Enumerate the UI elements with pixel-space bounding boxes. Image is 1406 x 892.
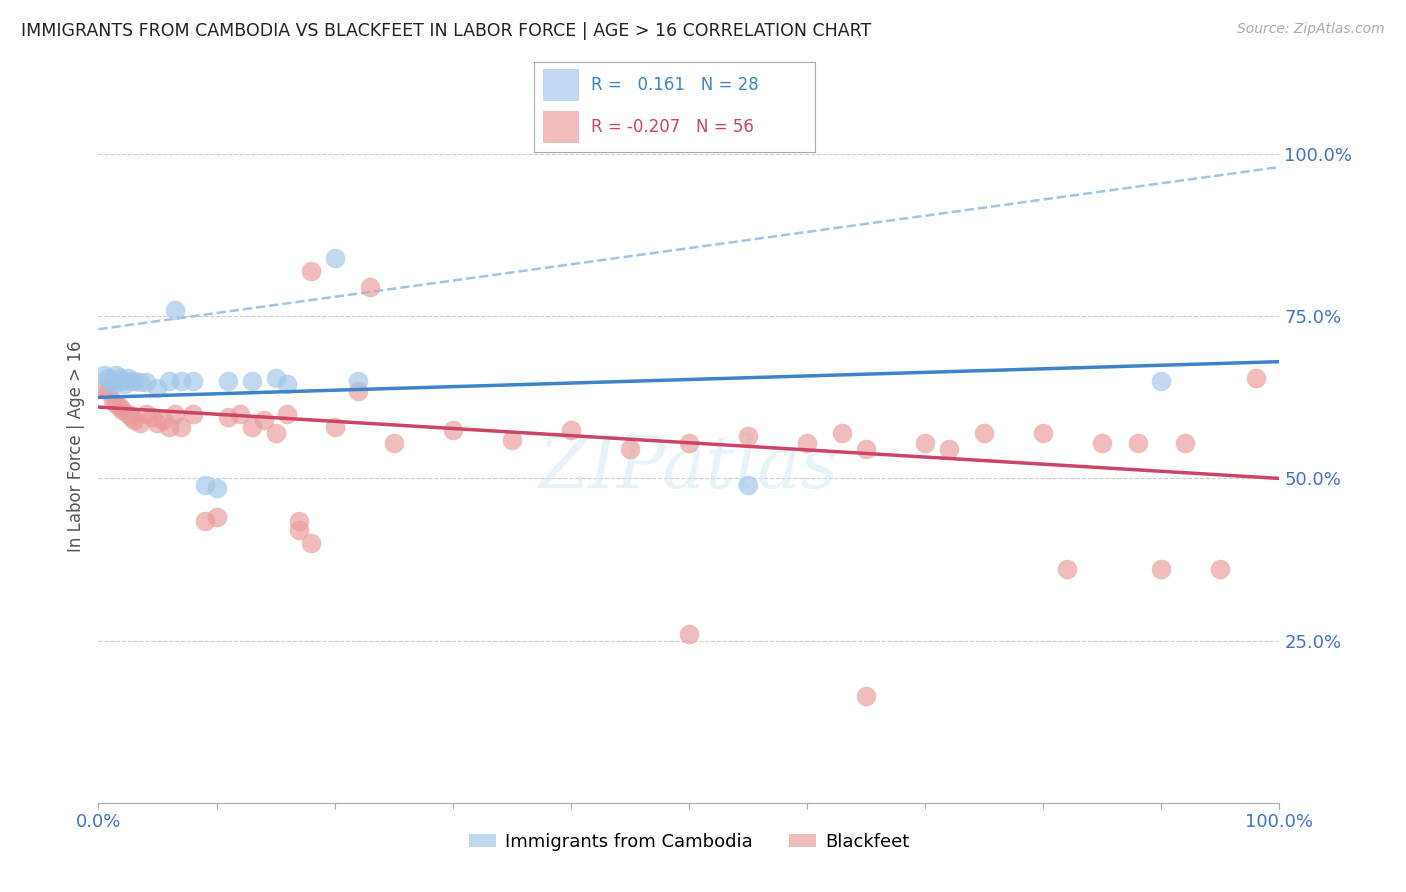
Point: [1091, 435, 1114, 450]
Point: [146, 381, 169, 395]
Point: [181, 374, 204, 388]
Point: [359, 280, 381, 294]
Point: [135, 376, 157, 390]
Point: [217, 409, 239, 424]
Point: [276, 377, 298, 392]
Legend: Immigrants from Cambodia, Blackfeet: Immigrants from Cambodia, Blackfeet: [461, 826, 917, 858]
Bar: [543, 111, 579, 143]
Point: [93, 381, 115, 395]
Point: [264, 371, 287, 385]
Point: [108, 371, 131, 385]
Point: [276, 407, 298, 421]
Point: [938, 442, 960, 457]
Point: [323, 419, 346, 434]
Point: [619, 442, 641, 457]
Point: [98, 374, 121, 388]
Point: [737, 478, 759, 492]
Point: [1150, 374, 1173, 388]
Point: [101, 377, 124, 392]
Text: ZIPatlas: ZIPatlas: [538, 432, 839, 503]
Point: [855, 442, 877, 457]
Point: [288, 524, 311, 538]
Point: [299, 264, 322, 278]
Point: [264, 425, 287, 440]
Point: [93, 368, 115, 382]
Point: [1150, 562, 1173, 576]
Point: [240, 419, 263, 434]
Point: [146, 417, 169, 431]
Point: [97, 384, 120, 398]
Point: [914, 435, 936, 450]
Point: [831, 425, 853, 440]
Point: [678, 435, 700, 450]
Point: [117, 371, 139, 385]
Text: R =   0.161   N = 28: R = 0.161 N = 28: [591, 76, 758, 94]
Point: [1032, 425, 1054, 440]
Point: [121, 374, 143, 388]
Point: [205, 481, 228, 495]
Point: [121, 409, 143, 424]
Point: [128, 417, 150, 431]
Point: [1126, 435, 1149, 450]
Point: [141, 409, 163, 424]
Point: [194, 478, 217, 492]
Point: [165, 407, 187, 421]
Point: [973, 425, 995, 440]
Bar: [543, 69, 579, 101]
Point: [855, 689, 877, 703]
Point: [112, 377, 135, 392]
Point: [97, 371, 120, 385]
Point: [560, 423, 582, 437]
Point: [157, 374, 180, 388]
Point: [157, 419, 180, 434]
Point: [288, 514, 311, 528]
Point: [323, 251, 346, 265]
Point: [181, 407, 204, 421]
Point: [1174, 435, 1197, 450]
Point: [217, 374, 239, 388]
Point: [101, 393, 124, 408]
Point: [441, 423, 464, 437]
Point: [347, 384, 370, 398]
Point: [240, 374, 263, 388]
Point: [347, 374, 370, 388]
Point: [299, 536, 322, 550]
Point: [111, 374, 134, 388]
Text: R = -0.207   N = 56: R = -0.207 N = 56: [591, 118, 754, 136]
Point: [117, 407, 139, 421]
Point: [122, 413, 145, 427]
Point: [737, 429, 759, 443]
Point: [796, 435, 818, 450]
Point: [105, 397, 128, 411]
Point: [382, 435, 405, 450]
Point: [111, 403, 134, 417]
Point: [1209, 562, 1232, 576]
Point: [678, 627, 700, 641]
Text: IMMIGRANTS FROM CAMBODIA VS BLACKFEET IN LABOR FORCE | AGE > 16 CORRELATION CHAR: IMMIGRANTS FROM CAMBODIA VS BLACKFEET IN…: [21, 22, 872, 40]
Point: [1056, 562, 1078, 576]
Text: Source: ZipAtlas.com: Source: ZipAtlas.com: [1237, 22, 1385, 37]
Point: [229, 407, 252, 421]
Point: [253, 413, 276, 427]
Point: [122, 374, 145, 388]
Y-axis label: In Labor Force | Age > 16: In Labor Force | Age > 16: [66, 340, 84, 552]
Point: [170, 374, 193, 388]
Point: [108, 400, 131, 414]
Point: [194, 514, 217, 528]
Point: [128, 376, 150, 390]
Point: [205, 510, 228, 524]
Point: [105, 368, 128, 382]
Point: [135, 407, 157, 421]
Point: [165, 302, 187, 317]
Point: [170, 419, 193, 434]
Point: [152, 413, 174, 427]
Point: [501, 433, 523, 447]
Point: [1244, 371, 1267, 385]
